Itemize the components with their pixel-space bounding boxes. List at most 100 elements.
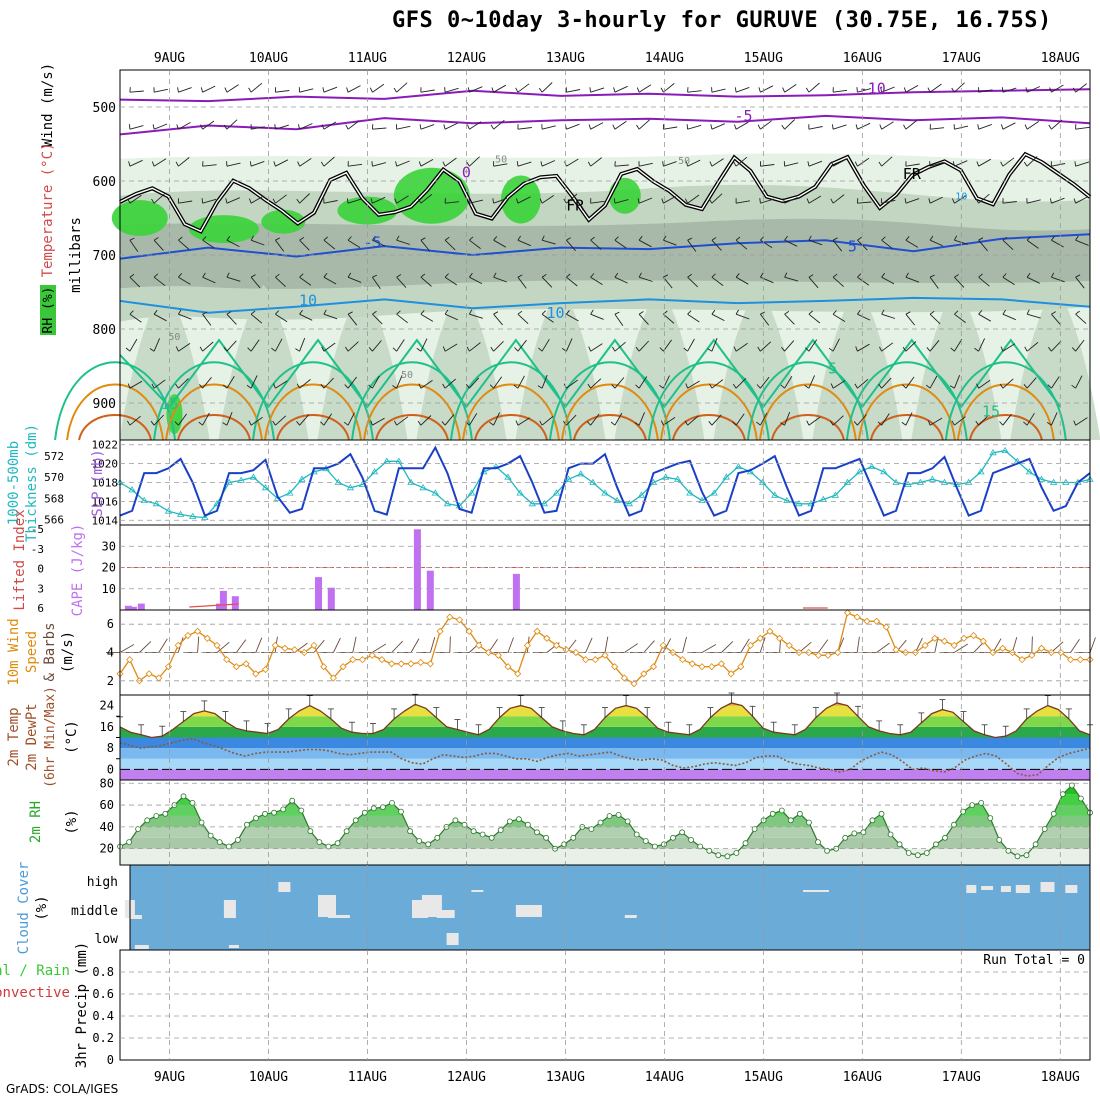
wind-barb-flag <box>1048 124 1052 130</box>
wind-barb-flag <box>299 237 305 241</box>
thickness-marker <box>176 510 185 517</box>
wind-barb <box>687 338 695 352</box>
wind-barb <box>978 276 990 287</box>
wind-barb <box>226 340 237 352</box>
thickness-marker <box>1049 478 1058 485</box>
wind-barb <box>1075 417 1088 426</box>
wind-barb-flag <box>954 274 959 278</box>
wind-barb <box>202 164 217 167</box>
isotherm-dome <box>473 414 548 441</box>
wind-barb-flag <box>977 124 980 130</box>
wind-barb-flag <box>780 422 785 426</box>
thickness-marker <box>722 473 731 480</box>
rh-saturated-blob <box>393 167 470 224</box>
thickness-marker <box>286 489 294 496</box>
thickness-marker <box>601 489 609 496</box>
wind-barb-flag <box>588 124 592 130</box>
wind-barb-flag <box>878 346 883 352</box>
wind-barb-flag <box>828 347 834 352</box>
thickness-marker <box>855 468 864 475</box>
wind-barb-flag <box>372 274 378 278</box>
wind-speed-marker <box>397 660 405 668</box>
wind-barb-flag <box>660 420 664 426</box>
wind-speed-marker <box>126 656 134 664</box>
rh-band <box>120 826 1090 838</box>
wind-barb <box>493 376 503 389</box>
wind-speed-marker <box>1028 651 1036 659</box>
wind-barb-flag <box>199 346 203 352</box>
wind-barb <box>929 239 944 247</box>
wind-barb <box>687 276 699 288</box>
contour-label: 10 <box>546 304 564 322</box>
wind-barb-flag <box>368 347 373 352</box>
wind-barb <box>323 342 336 352</box>
wind-speed-marker <box>649 663 658 671</box>
wind-barb <box>420 89 435 93</box>
wind-barb <box>832 276 844 287</box>
wind-barb-flag <box>613 198 616 204</box>
wind-barb <box>978 313 992 322</box>
wind-barb <box>493 84 507 93</box>
wind-barb <box>638 84 652 93</box>
wind-barb <box>347 313 358 326</box>
wind-barb <box>565 338 573 352</box>
rh-marker <box>407 828 414 835</box>
date-label-bottom: 12AUG <box>447 1070 486 1085</box>
wind-barb-flag <box>250 274 256 278</box>
thickness-marker <box>771 491 779 498</box>
thickness-marker <box>977 468 985 475</box>
rh-marker <box>1078 795 1084 802</box>
wind-barb <box>978 239 988 252</box>
wind-barb <box>590 239 602 250</box>
date-label-bottom: 15AUG <box>744 1070 783 1085</box>
temp-tick-label: 16 <box>100 720 114 734</box>
wind-barb-flag <box>175 383 179 389</box>
date-label-top: 9AUG <box>154 51 185 66</box>
rh-marker <box>942 834 948 841</box>
wind-barb-flag <box>637 198 640 204</box>
wind-barb <box>954 82 965 93</box>
isotherm-dome <box>869 414 944 441</box>
wind-barb-flag <box>417 420 422 426</box>
wind-barb <box>347 85 361 93</box>
wind-barb <box>541 313 554 323</box>
thickness-marker <box>334 478 343 485</box>
thickness-marker <box>686 489 694 496</box>
date-label-top: 10AUG <box>249 51 288 66</box>
wind-barb-flag <box>707 348 713 352</box>
wind-barb <box>881 313 896 319</box>
cloud-block <box>327 915 350 918</box>
rh-marker <box>153 813 160 819</box>
rh-marker <box>389 800 395 806</box>
wind-barb-flag <box>420 310 425 315</box>
wind-barb-10m <box>216 641 230 653</box>
rh-marker <box>506 818 513 825</box>
rh-marker <box>933 841 939 848</box>
wind-barb <box>929 276 939 289</box>
lifted-index-trace <box>189 603 828 609</box>
wind-barb-flag <box>201 198 204 204</box>
wind-barb-flag <box>687 273 692 278</box>
wind-barb-flag <box>711 309 716 315</box>
rh-band <box>120 837 1090 849</box>
wind-barb <box>153 313 167 322</box>
wind-barb <box>929 375 938 389</box>
wind-barb <box>566 193 578 204</box>
wind-speed-marker <box>552 641 561 649</box>
wind-speed-marker <box>465 627 473 635</box>
thickness-marker <box>904 480 912 487</box>
wind-barb-flag <box>1071 384 1076 389</box>
wind-barb-flag <box>223 347 228 352</box>
wind-barb <box>614 164 629 167</box>
wind-barb-flag <box>467 87 470 93</box>
isotherm-dome <box>264 383 363 441</box>
wind-barb <box>372 83 385 93</box>
wind-barb-flag <box>756 384 761 389</box>
thickness-marker <box>443 500 452 507</box>
rh-marker <box>180 793 187 800</box>
slp-tick-label: 1018 <box>92 477 119 490</box>
wind-speed-marker <box>746 641 755 649</box>
wind-barb-flag <box>1051 311 1056 315</box>
cloud-block <box>129 915 142 919</box>
wind-barb-flag <box>246 384 252 389</box>
